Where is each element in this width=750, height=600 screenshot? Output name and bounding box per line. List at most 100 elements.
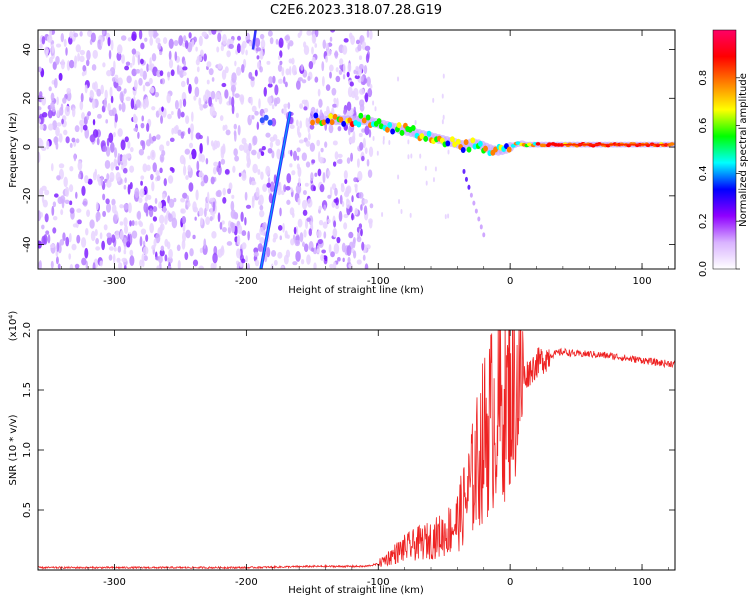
noise-speckle: [325, 55, 329, 63]
noise-speckle-sparse: [434, 166, 437, 172]
noise-speckle: [343, 222, 348, 230]
noise-speckle-sparse: [432, 97, 435, 103]
noise-speckle: [369, 203, 374, 209]
noise-speckle: [123, 184, 127, 190]
noise-speckle: [346, 245, 352, 257]
noise-speckle: [277, 78, 284, 84]
noise-speckle: [283, 105, 287, 116]
noise-speckle: [269, 181, 275, 193]
noise-speckle: [320, 254, 325, 262]
noise-speckle: [346, 71, 350, 78]
noise-speckle: [152, 205, 158, 212]
noise-speckle: [159, 167, 163, 174]
noise-speckle: [99, 260, 103, 267]
noise-speckle: [135, 68, 141, 74]
noise-speckle: [209, 197, 215, 203]
noise-speckle: [124, 136, 129, 143]
noise-speckle: [53, 78, 58, 89]
noise-speckle: [284, 230, 288, 239]
noise-speckle: [267, 96, 272, 104]
noise-speckle: [185, 229, 191, 239]
diagonal-streak-core: [260, 112, 291, 269]
noise-speckle: [259, 204, 264, 211]
noise-speckle: [126, 75, 132, 84]
noise-speckle: [115, 171, 121, 182]
noise-speckle: [337, 153, 343, 159]
noise-speckle: [263, 86, 267, 97]
noise-speckle: [121, 154, 128, 165]
noise-speckle: [170, 69, 175, 77]
noise-speckle: [56, 122, 62, 127]
noise-speckle: [277, 55, 281, 61]
noise-speckle: [113, 246, 117, 252]
noise-speckle: [358, 55, 363, 60]
noise-speckle: [116, 257, 121, 263]
noise-speckle: [321, 75, 325, 87]
noise-speckle: [86, 59, 90, 67]
noise-speckle: [238, 172, 242, 177]
noise-speckle: [44, 213, 49, 223]
noise-speckle: [138, 30, 143, 40]
noise-speckle: [188, 32, 192, 39]
noise-speckle: [285, 185, 291, 191]
snr-series-line: [38, 330, 675, 570]
noise-speckle: [245, 49, 248, 56]
noise-speckle: [206, 61, 212, 68]
signal-cell: [384, 126, 390, 133]
noise-speckle: [321, 249, 327, 254]
colorbar-ticks: 0.0 0.2 0.4 0.6 0.8: [698, 70, 740, 277]
noise-speckle: [297, 218, 303, 228]
noise-speckle: [291, 170, 296, 176]
noise-speckle: [228, 95, 232, 106]
noise-speckle: [258, 98, 261, 109]
noise-speckle: [241, 172, 247, 181]
noise-speckle: [260, 39, 266, 50]
noise-speckle: [68, 184, 74, 193]
noise-speckle: [334, 187, 338, 197]
noise-speckle: [121, 102, 126, 113]
noise-speckle: [257, 169, 261, 175]
noise-speckle: [140, 122, 145, 129]
noise-speckle: [110, 39, 114, 51]
noise-speckle: [295, 184, 302, 194]
noise-speckle: [82, 124, 88, 131]
signal-cell: [396, 122, 402, 129]
noise-speckle: [144, 81, 151, 87]
noise-speckle: [337, 126, 342, 132]
noise-speckle: [357, 44, 362, 52]
noise-speckle: [41, 224, 45, 230]
snr-y-tick-label: 1.0: [22, 442, 33, 458]
noise-speckle: [361, 128, 366, 133]
snr-x-tick-label: -300: [103, 577, 126, 588]
noise-speckle: [198, 35, 203, 47]
noise-speckle: [345, 199, 351, 209]
noise-speckle: [221, 220, 225, 225]
noise-speckle: [329, 36, 333, 42]
spectrogram-x-label: Height of straight line (km): [288, 285, 424, 296]
noise-speckle: [250, 96, 253, 106]
noise-speckle: [274, 84, 279, 96]
signal-cell: [452, 141, 458, 148]
noise-speckle: [200, 217, 204, 226]
noise-speckle: [236, 248, 241, 259]
noise-speckle: [142, 163, 148, 173]
noise-speckle: [356, 226, 360, 233]
noise-speckle: [189, 248, 194, 257]
noise-speckle: [299, 120, 303, 129]
noise-speckle: [157, 42, 162, 51]
noise-speckle: [92, 262, 96, 269]
noise-speckle: [247, 157, 251, 167]
noise-speckle: [55, 55, 60, 65]
noise-speckle: [296, 147, 301, 153]
noise-speckle: [339, 58, 344, 66]
noise-speckle: [253, 251, 259, 257]
noise-speckle: [151, 181, 155, 192]
noise-speckle: [216, 30, 223, 33]
branch-trail-point: [467, 184, 471, 190]
noise-speckle: [362, 137, 366, 149]
noise-speckle: [323, 231, 327, 239]
noise-speckle: [234, 155, 240, 162]
noise-speckle: [260, 171, 264, 181]
noise-speckle: [178, 35, 184, 46]
noise-speckle: [108, 254, 113, 261]
